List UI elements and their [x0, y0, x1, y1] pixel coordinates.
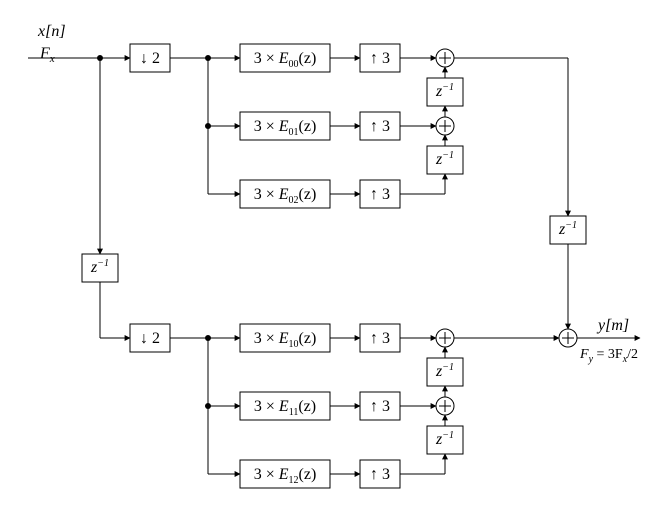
downsampler-top-label: ↓ 2	[140, 50, 160, 67]
input-signal-label: x[n]	[37, 23, 66, 40]
upsampler-01-label: ↑ 3	[370, 118, 390, 135]
upsampler-00-label: ↑ 3	[370, 50, 390, 67]
upsampler-12-label: ↑ 3	[370, 466, 390, 483]
upsampler-02-label: ↑ 3	[370, 186, 390, 203]
input-rate-label: Fx	[39, 45, 55, 65]
output-signal-label: y[m]	[596, 317, 629, 334]
polyphase-diagram: x[n] Fx ↓ 2 3 × E00(z) ↑ 3 3 × E01(z) ↑ …	[0, 0, 661, 517]
upsampler-11-label: ↑ 3	[370, 398, 390, 415]
downsampler-bot-label: ↓ 2	[140, 330, 160, 347]
output-rate-label: Fy = 3Fx/2	[579, 347, 638, 365]
upsampler-10-label: ↑ 3	[370, 330, 390, 347]
